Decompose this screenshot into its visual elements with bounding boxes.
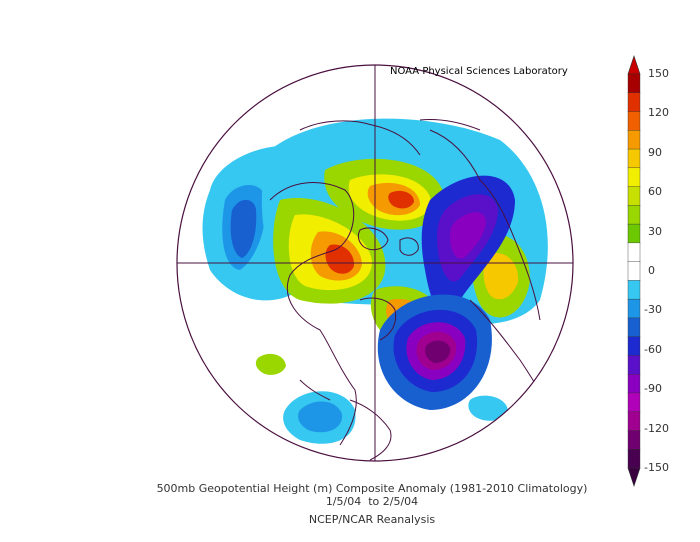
colorbar-tick-label: -90 bbox=[644, 382, 662, 396]
colorbar-swatch bbox=[627, 186, 641, 207]
colorbar-swatch bbox=[627, 411, 641, 432]
colorbar-swatch bbox=[627, 205, 641, 225]
colorbar-tick-label: 120 bbox=[648, 106, 669, 120]
colorbar-swatch bbox=[627, 373, 641, 394]
colorbar-swatch bbox=[627, 449, 641, 469]
colorbar-swatch bbox=[627, 355, 641, 375]
colorbar-swatch bbox=[627, 392, 641, 413]
colorbar-tick-label: 60 bbox=[648, 185, 662, 199]
colorbar-bottom-arrow bbox=[627, 467, 641, 487]
colorbar-swatch bbox=[627, 336, 641, 357]
colorbar-swatch bbox=[627, 317, 641, 338]
colorbar-tick-label: -60 bbox=[644, 342, 662, 356]
map-caption-title: 500mb Geopotential Height (m) Composite … bbox=[156, 482, 588, 495]
colorbar-tick-label: 90 bbox=[648, 145, 662, 159]
colorbar-swatch bbox=[627, 130, 641, 150]
colorbar-tick-label: -150 bbox=[644, 461, 669, 474]
anomaly-region-pacific-negative-core-2 bbox=[230, 199, 257, 258]
colorbar-tick-label: 150 bbox=[648, 67, 669, 80]
map-boundary bbox=[176, 64, 574, 462]
colorbar-swatch bbox=[627, 73, 641, 94]
colorbar-tick-label: -30 bbox=[644, 303, 662, 317]
anomaly-region-tropical-positive bbox=[255, 353, 286, 375]
colorbar-swatch bbox=[627, 242, 641, 263]
colorbar-swatch bbox=[627, 430, 641, 450]
colorbar-tick-label: 0 bbox=[648, 264, 655, 277]
colorbar bbox=[627, 55, 641, 487]
colorbar-tick-label: 30 bbox=[648, 224, 662, 238]
coastlines bbox=[269, 119, 546, 461]
colorbar-swatch bbox=[627, 111, 641, 131]
colorbar-swatch bbox=[627, 298, 641, 319]
colorbar-swatch bbox=[627, 92, 641, 113]
colorbar-top-arrow bbox=[627, 55, 641, 75]
anomaly-region-atlantic-south-negative bbox=[468, 395, 508, 421]
anomaly-field bbox=[202, 118, 548, 461]
colorbar-swatch bbox=[627, 223, 641, 244]
colorbar-swatch bbox=[627, 261, 641, 282]
colorbar-swatch bbox=[627, 280, 641, 300]
colorbar-swatch bbox=[627, 148, 641, 169]
colorbar-swatch bbox=[627, 167, 641, 188]
map-caption-source: NCEP/NCAR Reanalysis bbox=[308, 513, 436, 526]
credit-text: NOAA Physical Sciences Laboratory bbox=[390, 66, 568, 77]
map-caption-dates: 1/5/04 to 2/5/04 bbox=[325, 495, 419, 508]
colorbar-tick-label: -120 bbox=[644, 421, 669, 435]
